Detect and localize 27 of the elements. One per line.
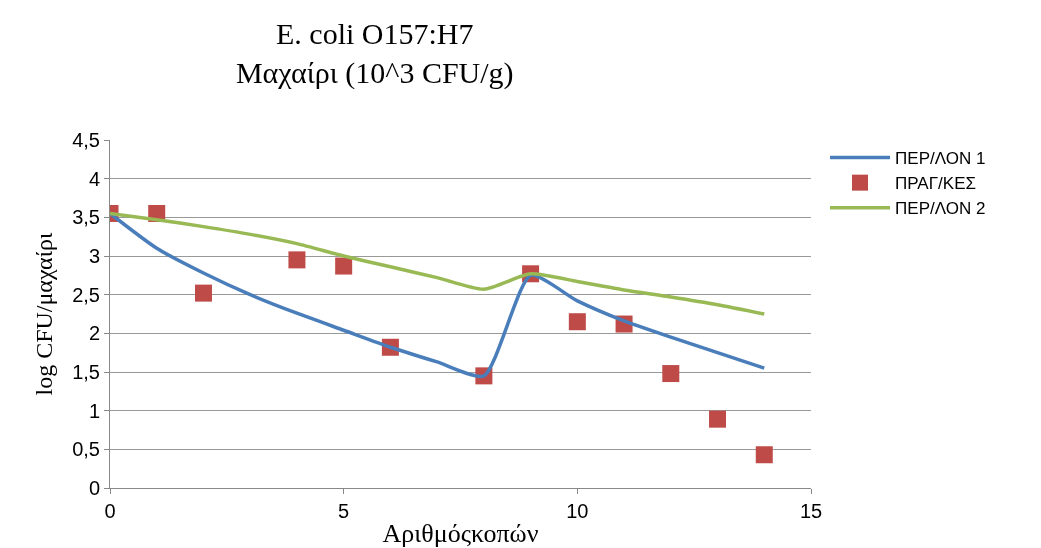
y-tick-label: 2,5 xyxy=(72,283,100,306)
point xyxy=(288,251,306,269)
y-tick-label: 4 xyxy=(88,167,100,190)
y-tick-label: 2 xyxy=(88,322,100,345)
legend-label: ΠΕΡ/ΛΟΝ 2 xyxy=(895,199,986,219)
legend-label: ΠΕΡ/ΛΟΝ 1 xyxy=(895,149,986,169)
y-axis-title: log CFU/μαχαίρι xyxy=(31,231,57,396)
chart-title: E. coli O157:H7 Μαχαίρι (10^3 CFU/g) xyxy=(235,16,514,90)
y-tick-label: 3,5 xyxy=(72,206,100,229)
point xyxy=(755,446,773,464)
x-tick-label: 5 xyxy=(338,500,350,522)
legend-label: ΠΡΑΓ/ΚΕΣ xyxy=(895,174,976,194)
y-tick-label: 0,5 xyxy=(72,438,100,461)
x-axis-title: Αριθμόςκοπών xyxy=(382,518,539,548)
point xyxy=(335,257,353,275)
x-tick-label: 10 xyxy=(566,500,589,522)
y-tick-label: 1 xyxy=(88,399,100,422)
y-tick-label: 3 xyxy=(88,245,100,267)
point xyxy=(568,313,586,331)
x-tick-label: 0 xyxy=(104,500,116,522)
x-tick-label: 15 xyxy=(799,500,823,522)
point xyxy=(194,284,212,302)
point xyxy=(709,410,727,428)
y-tick-label: 0 xyxy=(88,477,100,499)
point xyxy=(662,365,680,383)
y-tick-label: 4,5 xyxy=(72,129,100,151)
y-tick-label: 1,5 xyxy=(72,361,100,383)
